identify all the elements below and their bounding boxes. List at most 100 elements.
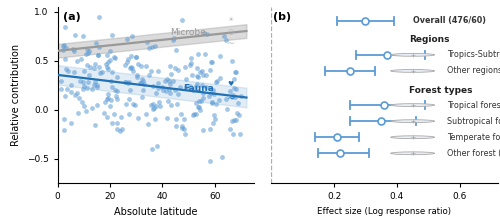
Point <box>70 70 78 74</box>
Circle shape <box>390 120 434 123</box>
Point <box>96 71 104 74</box>
Point <box>80 84 88 88</box>
Point <box>202 86 210 89</box>
Text: ♥: ♥ <box>228 81 234 87</box>
Point <box>92 83 100 87</box>
Point <box>186 63 194 67</box>
Point <box>152 104 160 108</box>
Point <box>229 132 237 135</box>
Point <box>166 92 174 95</box>
Point <box>150 44 158 48</box>
Point <box>124 37 132 41</box>
Point <box>78 100 86 104</box>
Y-axis label: Relative contribution: Relative contribution <box>11 44 21 146</box>
Point <box>148 102 156 105</box>
Point <box>158 85 166 89</box>
Point <box>107 79 115 83</box>
Point <box>146 69 154 72</box>
Point <box>74 111 82 115</box>
Point <box>190 112 198 116</box>
Point <box>60 58 68 61</box>
Point <box>126 54 134 58</box>
Point <box>114 121 122 125</box>
Point <box>144 74 152 77</box>
Point <box>213 80 221 83</box>
Point <box>94 54 102 57</box>
Text: Overall (476/60): Overall (476/60) <box>412 16 486 25</box>
Point <box>131 104 139 107</box>
Point <box>70 49 78 53</box>
Point <box>172 48 180 51</box>
Point <box>122 60 130 64</box>
Point <box>88 88 96 91</box>
Point <box>108 85 116 88</box>
Point <box>232 87 239 91</box>
Point <box>176 113 184 116</box>
Point <box>91 62 99 66</box>
Circle shape <box>390 70 434 72</box>
Text: Forest types: Forest types <box>410 86 473 95</box>
Point <box>160 80 168 83</box>
Point <box>90 83 98 87</box>
Point <box>152 117 160 121</box>
Point <box>154 81 162 85</box>
Point <box>160 88 168 92</box>
Point <box>211 117 219 120</box>
Point <box>176 86 184 89</box>
Text: Microbe: Microbe <box>170 28 206 37</box>
Point <box>222 98 230 101</box>
Point <box>210 88 218 92</box>
Point <box>59 44 67 47</box>
Point <box>165 87 173 90</box>
Point <box>208 60 216 64</box>
Point <box>132 75 140 79</box>
Point <box>198 91 206 95</box>
Point <box>156 105 164 108</box>
Point <box>110 55 118 59</box>
Point <box>222 39 230 42</box>
Point <box>128 66 136 70</box>
Point <box>206 159 214 162</box>
Point <box>138 88 146 92</box>
Point <box>126 88 134 92</box>
Point <box>202 73 210 77</box>
Point <box>132 55 140 59</box>
Point <box>126 66 134 70</box>
Point <box>164 99 172 103</box>
Point <box>182 77 190 80</box>
Point <box>130 0 138 1</box>
Point <box>90 67 98 70</box>
Point <box>95 65 103 69</box>
Text: Tropical forest (122/18): Tropical forest (122/18) <box>447 101 500 110</box>
Text: Other forest (91/16): Other forest (91/16) <box>447 149 500 158</box>
Point <box>178 124 186 128</box>
Point <box>124 57 132 61</box>
Point <box>212 80 220 84</box>
Circle shape <box>390 53 434 56</box>
Point <box>108 122 116 125</box>
Point <box>166 83 173 86</box>
Point <box>108 34 116 37</box>
Point <box>163 116 171 120</box>
Point <box>58 79 66 82</box>
Point <box>94 46 102 49</box>
Point <box>103 97 111 101</box>
Point <box>129 102 137 105</box>
Point <box>93 85 101 88</box>
Point <box>152 91 160 95</box>
Text: ○: ○ <box>228 29 234 35</box>
Point <box>196 99 204 102</box>
Point <box>91 124 99 127</box>
Point <box>61 94 69 98</box>
Point <box>230 93 237 97</box>
Point <box>172 118 180 121</box>
Point <box>104 96 112 99</box>
Point <box>110 113 118 116</box>
X-axis label: Effect size (Log response ratio): Effect size (Log response ratio) <box>318 207 452 216</box>
Point <box>212 103 220 106</box>
Point <box>182 85 190 89</box>
Point <box>230 95 238 99</box>
Point <box>104 92 112 96</box>
Point <box>59 49 67 52</box>
Point <box>125 81 133 84</box>
